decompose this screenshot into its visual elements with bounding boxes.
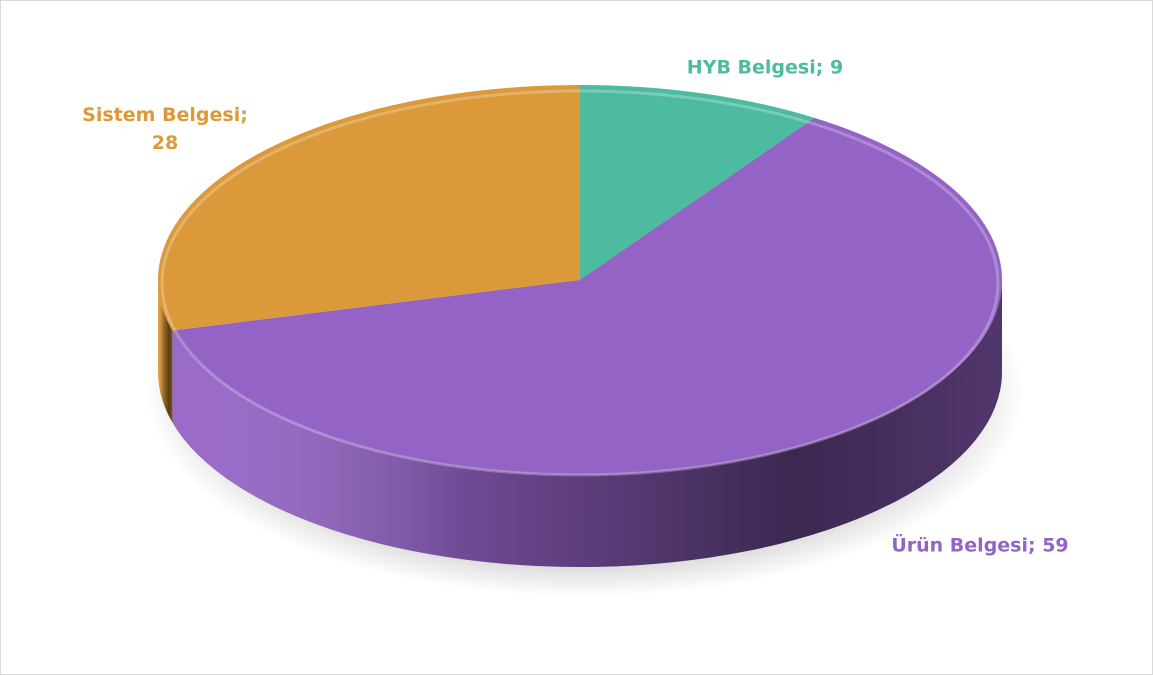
data-label: Sistem Belgesi; 28	[82, 104, 248, 154]
data-label: Ürün Belgesi; 59	[891, 533, 1068, 557]
rim-highlight	[160, 89, 1000, 477]
label-line: Sistem Belgesi;	[82, 104, 248, 126]
side-shade	[172, 280, 1003, 568]
side-shade	[158, 280, 173, 423]
pie-slice	[172, 117, 1003, 475]
pie-slice	[157, 85, 580, 331]
data-label: HYB Belgesi; 9	[687, 57, 843, 79]
pie-slice	[580, 85, 815, 280]
label-line: 28	[152, 132, 178, 154]
